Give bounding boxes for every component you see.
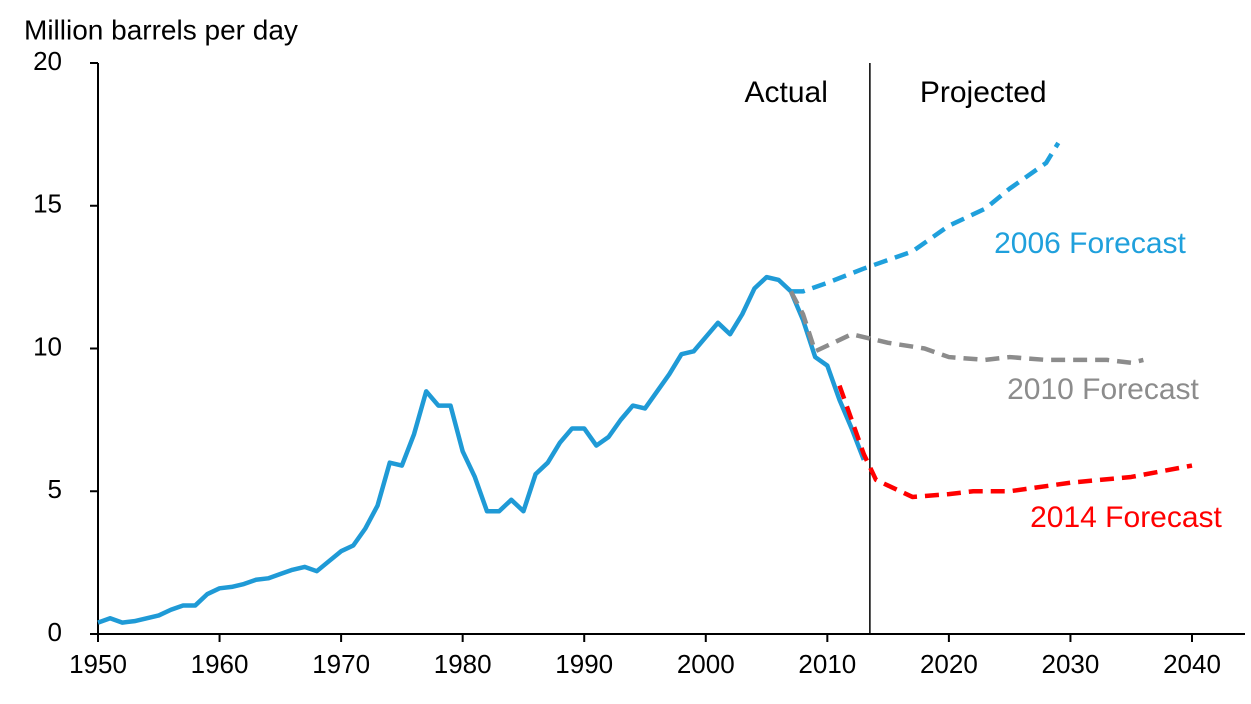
x-tick-label: 2030 [1042,649,1100,679]
series-line [790,141,1061,294]
y-axis-label: Million barrels per day [24,14,298,45]
annotation: Actual [744,76,827,109]
series-label: 2006 Forecast [994,227,1186,260]
x-tick-label: 1990 [555,649,613,679]
y-tick-label: 10 [33,331,62,361]
x-tick-label: 2010 [798,649,856,679]
series-label: 2010 Forecast [1007,373,1199,406]
annotation: Projected [920,76,1047,109]
x-tick-label: 1950 [69,649,127,679]
x-tick-label: 2000 [677,649,735,679]
series-line [788,290,1144,366]
series-line [97,274,866,625]
x-tick-label: 1970 [312,649,370,679]
x-tick-label: 1960 [191,649,249,679]
x-tick-label: 1980 [434,649,492,679]
x-tick-label: 2020 [920,649,978,679]
x-tick-label: 2040 [1163,649,1221,679]
series-label: 2014 Forecast [1030,501,1222,534]
y-tick-label: 20 [33,46,62,76]
y-tick-label: 0 [48,617,62,647]
y-tick-label: 15 [33,189,62,219]
series-line [837,384,1193,500]
y-tick-label: 5 [48,474,62,504]
